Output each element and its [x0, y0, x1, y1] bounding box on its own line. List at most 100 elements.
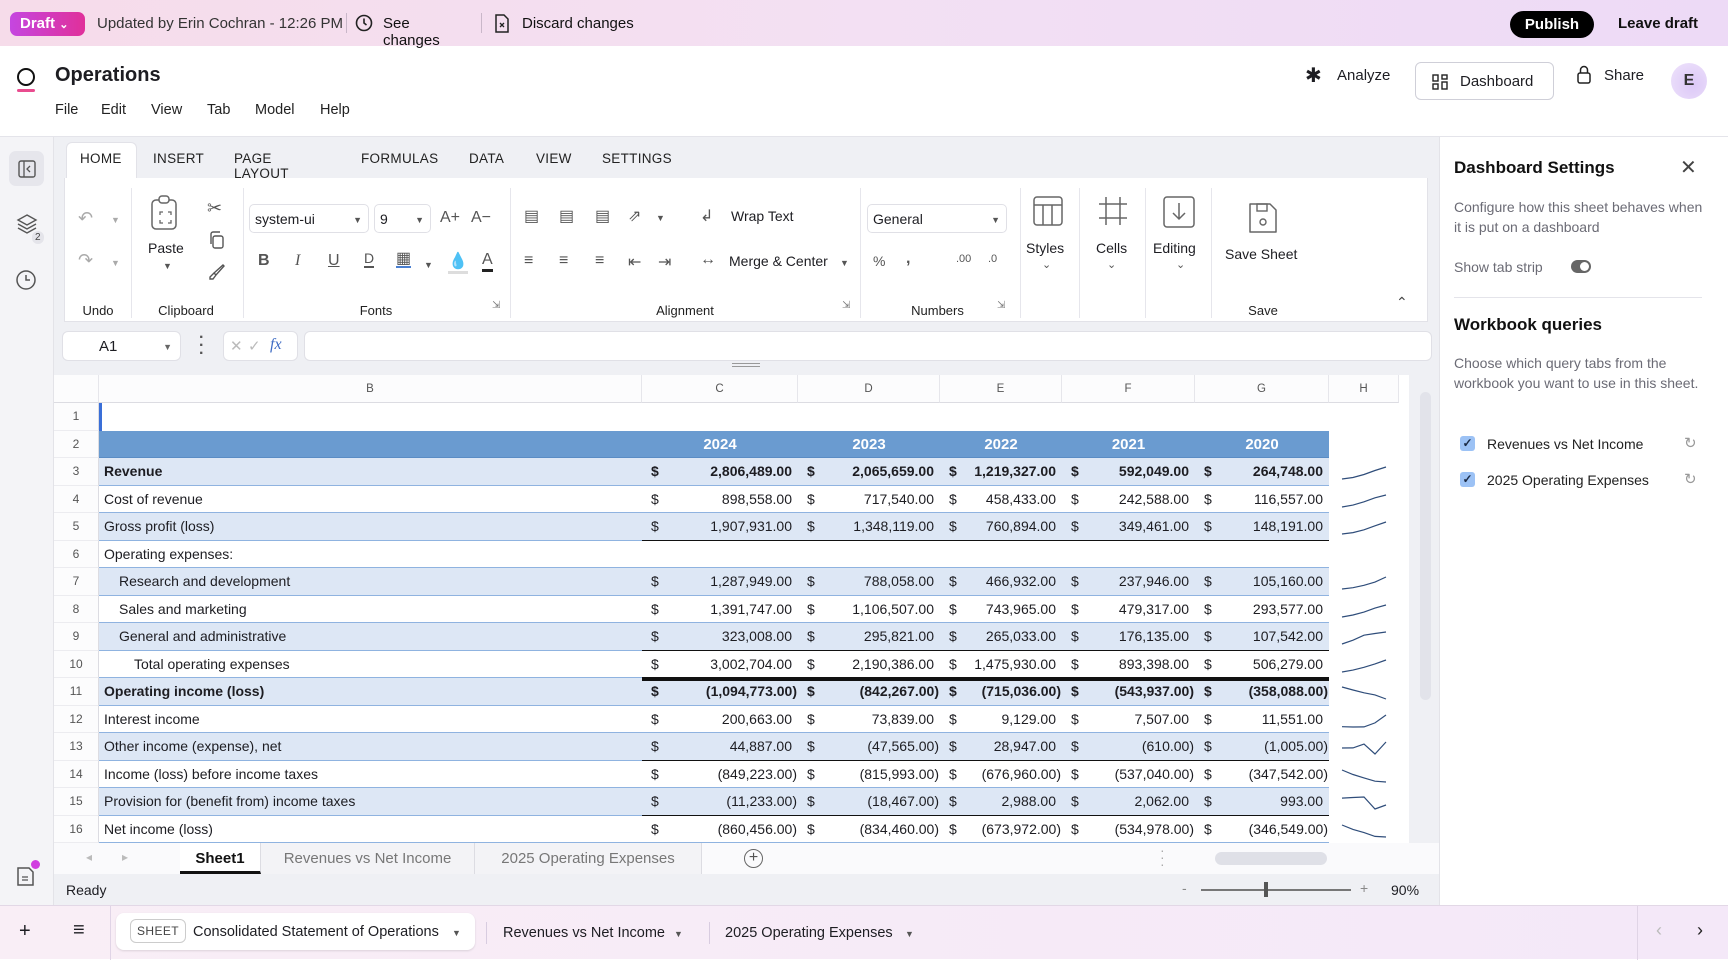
value-cell[interactable]: $293,577.00: [1195, 596, 1329, 624]
fonts-dialog-launcher-icon[interactable]: ⇲: [492, 300, 501, 311]
checkbox-checked[interactable]: ✓: [1460, 436, 1475, 451]
row-label[interactable]: Research and development: [119, 573, 291, 589]
chevron-down-icon[interactable]: ▼: [905, 929, 914, 939]
formula-input[interactable]: [304, 331, 1432, 361]
italic-icon[interactable]: I: [295, 252, 301, 269]
publish-button[interactable]: Publish: [1510, 11, 1594, 38]
zoom-out-button[interactable]: -: [1182, 880, 1187, 896]
menu-edit[interactable]: Edit: [101, 102, 126, 118]
scroll-tabs-left-icon[interactable]: ‹: [1656, 920, 1662, 940]
function-fx-icon[interactable]: fx: [270, 336, 282, 353]
horizontal-scrollbar[interactable]: [1215, 852, 1327, 865]
see-changes-button[interactable]: See changes: [355, 12, 470, 49]
row-number[interactable]: 13: [54, 733, 99, 761]
zoom-slider-thumb[interactable]: [1264, 882, 1268, 897]
merge-center-button[interactable]: ↔ Merge & Center ▼: [700, 250, 850, 274]
value-cell[interactable]: $ (673,972.00): [940, 816, 1062, 844]
bold-icon[interactable]: B: [258, 252, 270, 269]
row-label[interactable]: Other income (expense), net: [104, 738, 282, 754]
row-number[interactable]: 4: [54, 485, 99, 513]
undo-icon[interactable]: ↶: [78, 208, 94, 228]
value-cell[interactable]: $898,558.00: [642, 486, 798, 514]
value-cell[interactable]: $ (11,233.00): [642, 788, 798, 816]
column-header-d[interactable]: D: [798, 375, 940, 403]
row-number[interactable]: 5: [54, 513, 99, 541]
tab-page-layout[interactable]: PAGE LAYOUT: [234, 151, 289, 181]
tab-view[interactable]: VIEW: [536, 151, 572, 166]
orientation-dropdown-icon[interactable]: ▼: [656, 213, 665, 223]
checkbox-checked[interactable]: ✓: [1460, 472, 1475, 487]
tab-data[interactable]: DATA: [469, 151, 505, 166]
notes-icon[interactable]: [16, 865, 36, 887]
row-label[interactable]: Sales and marketing: [119, 600, 247, 617]
value-cell[interactable]: $ (543,937.00): [1062, 678, 1195, 706]
tab-home[interactable]: HOME: [80, 151, 122, 166]
redo-dropdown-icon[interactable]: ▼: [111, 258, 120, 268]
close-panel-icon[interactable]: ✕: [1680, 157, 1697, 179]
decrease-indent-icon[interactable]: ⇤: [628, 254, 642, 271]
copy-icon[interactable]: [208, 231, 224, 249]
value-cell[interactable]: $458,433.00: [940, 486, 1062, 514]
row-number[interactable]: 9: [54, 623, 99, 651]
value-cell[interactable]: $717,540.00: [798, 486, 940, 514]
value-cell[interactable]: $506,279.00: [1195, 651, 1329, 679]
value-cell[interactable]: $ (347,542.00): [1195, 761, 1329, 789]
align-top-icon[interactable]: ▤: [524, 208, 540, 225]
name-box[interactable]: A1 ▼: [62, 331, 181, 361]
row-label[interactable]: Income (loss) before income taxes: [104, 765, 318, 782]
discard-changes-button[interactable]: Discard changes: [494, 12, 634, 36]
value-cell[interactable]: $ (47,565.00): [798, 733, 940, 761]
value-cell[interactable]: $1,287,949.00: [642, 568, 798, 596]
row-label[interactable]: Operating expenses:: [104, 545, 234, 562]
value-cell[interactable]: $ (815,993.00): [798, 761, 940, 789]
value-cell[interactable]: $28,947.00: [940, 733, 1062, 761]
value-cell[interactable]: $2,065,659.00: [798, 458, 940, 486]
value-cell[interactable]: $1,219,327.00: [940, 458, 1062, 486]
menu-model[interactable]: Model: [255, 102, 295, 118]
value-cell[interactable]: $ (358,088.00): [1195, 678, 1329, 706]
confirm-formula-icon[interactable]: ✓: [248, 338, 261, 355]
percent-format-icon[interactable]: %: [873, 253, 886, 269]
value-cell[interactable]: $9,129.00: [940, 706, 1062, 734]
prev-sheet-icon[interactable]: ◂: [86, 850, 93, 864]
layers-icon[interactable]: [16, 213, 38, 235]
value-cell[interactable]: $760,894.00: [940, 513, 1062, 541]
align-right-icon[interactable]: ≡: [595, 252, 605, 269]
cut-icon[interactable]: ✂: [207, 198, 223, 218]
menu-file[interactable]: File: [55, 102, 79, 118]
value-cell[interactable]: $ (860,456.00): [642, 816, 798, 844]
value-cell[interactable]: $2,988.00: [940, 788, 1062, 816]
row-number[interactable]: 7: [54, 568, 99, 596]
value-cell[interactable]: $ (834,460.00): [798, 816, 940, 844]
active-cell-marker[interactable]: [99, 403, 102, 431]
formula-bar-resize-handle[interactable]: [732, 363, 760, 367]
value-cell[interactable]: $349,461.00: [1062, 513, 1195, 541]
share-button[interactable]: Share: [1576, 63, 1656, 89]
analyze-button[interactable]: ✱ Analyze: [1305, 63, 1405, 89]
value-cell[interactable]: $7,507.00: [1062, 706, 1195, 734]
row-label[interactable]: General and administrative: [119, 628, 287, 644]
add-tab-icon[interactable]: +: [19, 920, 31, 942]
row-number[interactable]: 12: [54, 705, 99, 733]
comma-format-icon[interactable]: ,: [906, 250, 911, 267]
alignment-dialog-launcher-icon[interactable]: ⇲: [842, 300, 851, 311]
value-cell[interactable]: $73,839.00: [798, 706, 940, 734]
value-cell[interactable]: $11,551.00: [1195, 706, 1329, 734]
sheet-tab-revenues-vs-net-income[interactable]: Revenues vs Net Income: [261, 843, 475, 874]
value-cell[interactable]: $ (849,223.00): [642, 761, 798, 789]
value-cell[interactable]: $743,965.00: [940, 596, 1062, 624]
tab-settings[interactable]: SETTINGS: [602, 151, 672, 166]
value-cell[interactable]: $ (842,267.00): [798, 678, 940, 706]
value-cell[interactable]: $3,002,704.00: [642, 651, 798, 679]
value-cell[interactable]: $1,348,119.00: [798, 513, 940, 541]
value-cell[interactable]: $1,391,747.00: [642, 596, 798, 624]
workbook-tab-2025-operating-expenses[interactable]: 2025 Operating Expenses: [725, 925, 893, 941]
value-cell[interactable]: $148,191.00: [1195, 513, 1329, 541]
menu-help[interactable]: Help: [320, 102, 350, 118]
row-label[interactable]: Operating income (loss): [104, 683, 265, 699]
value-cell[interactable]: $116,557.00: [1195, 486, 1329, 514]
value-cell[interactable]: $176,135.00: [1062, 623, 1195, 651]
column-header-c[interactable]: C: [642, 375, 798, 403]
row-label[interactable]: Total operating expenses: [134, 655, 290, 672]
wrap-text-button[interactable]: ↲ Wrap Text: [700, 205, 800, 229]
